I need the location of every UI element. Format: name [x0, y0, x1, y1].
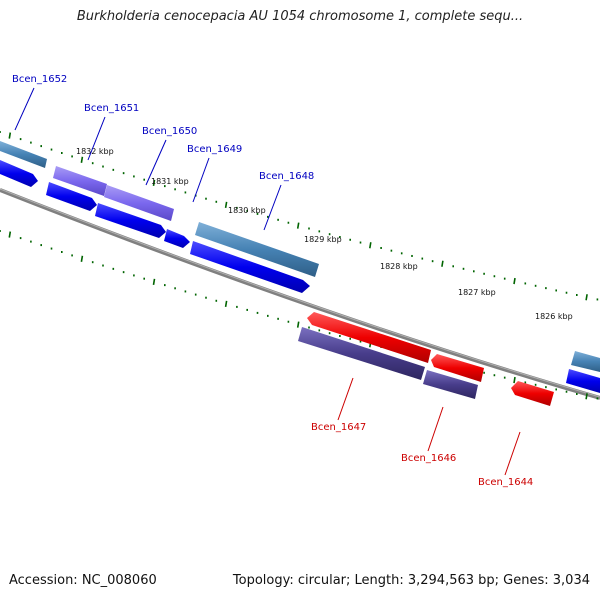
- cds-arrow-bcen-1649[interactable]: [164, 229, 190, 248]
- gene-label-bcen-1651[interactable]: Bcen_1651: [84, 103, 139, 114]
- tick-upper-mark: [8, 132, 12, 139]
- tick-upper-mark: [369, 242, 372, 249]
- tick-lower-mark: [80, 255, 84, 262]
- leader-line-bcen-1650: [145, 139, 167, 186]
- cds-arrow-bcen-1648[interactable]: [190, 241, 310, 293]
- leader-line-bcen-1652: [14, 87, 35, 131]
- leader-line-bcen-1651: [87, 116, 106, 161]
- gene-bar-bcen-1647[interactable]: [298, 327, 425, 380]
- leader-line-bcen-1649: [192, 157, 210, 203]
- gene-bar-bcen-1650[interactable]: [104, 185, 174, 221]
- gene-label-bcen-1648[interactable]: Bcen_1648: [259, 171, 314, 182]
- tick-row-upper: [0, 131, 599, 301]
- cds-arrow-bcen-1646[interactable]: [431, 354, 484, 382]
- cds-arrow-right-edge[interactable]: [566, 369, 600, 393]
- tick-upper-mark: [296, 222, 300, 229]
- backbone-group: [0, 188, 600, 400]
- tick-lower-mark: [296, 321, 300, 328]
- tick-label-1827: 1827 kbp: [458, 288, 496, 297]
- leader-line-bcen-1644: [504, 431, 521, 476]
- gene-label-bcen-1649[interactable]: Bcen_1649: [187, 144, 242, 155]
- backbone-line: [0, 188, 600, 400]
- cds-arrow-bcen-1647[interactable]: [307, 312, 431, 363]
- gene-label-bcen-1644[interactable]: Bcen_1644: [478, 477, 533, 488]
- cds-arrow-bcen-1650[interactable]: [95, 203, 166, 238]
- gene-bar-right-edge[interactable]: [571, 351, 600, 372]
- leader-line-bcen-1646: [427, 406, 444, 452]
- reverse-features: [298, 312, 554, 406]
- topology-info-text: Topology: circular; Length: 3,294,563 bp…: [232, 573, 590, 588]
- cds-arrow-bcen-1651[interactable]: [46, 182, 97, 211]
- tick-row-lower: [0, 230, 599, 400]
- tick-label-1829: 1829 kbp: [304, 235, 342, 244]
- tick-label-1831: 1831 kbp: [151, 177, 189, 186]
- gene-label-bcen-1647[interactable]: Bcen_1647: [311, 422, 366, 433]
- tick-lower-mark: [513, 376, 516, 384]
- backbone-highlight: [0, 188, 600, 398]
- tick-lower-mark: [8, 231, 12, 238]
- forward-features: [0, 141, 600, 393]
- gene-label-bcen-1652[interactable]: Bcen_1652: [12, 74, 67, 85]
- accession-text: Accession: NC_008060: [9, 573, 157, 588]
- tick-upper-mark: [513, 277, 516, 285]
- map-title: Burkholderia cenocepacia AU 1054 chromos…: [76, 9, 524, 24]
- tick-upper-mark: [224, 201, 228, 208]
- tick-lower-mark: [224, 300, 228, 307]
- tick-upper-mark: [585, 294, 588, 301]
- gene-labels: Bcen_1652 Bcen_1651 Bcen_1650 Bcen_1649 …: [12, 74, 533, 488]
- tick-upper-mark: [441, 260, 444, 267]
- cds-arrow-bcen-1644[interactable]: [511, 381, 554, 406]
- tick-upper-mark: [80, 156, 84, 163]
- tick-lower-mark: [585, 393, 588, 400]
- tick-upper-mark: [152, 179, 156, 187]
- tick-label-1826: 1826 kbp: [535, 312, 573, 321]
- leader-line-bcen-1648: [263, 184, 282, 231]
- gene-bar-bcen-1648[interactable]: [195, 222, 319, 277]
- cds-arrow-bcen-1652[interactable]: [0, 160, 38, 187]
- tick-label-1828: 1828 kbp: [380, 262, 418, 271]
- gene-bar-bcen-1646[interactable]: [423, 370, 478, 399]
- tick-lower-mark: [152, 278, 156, 286]
- tick-label-1830: 1830 kbp: [228, 206, 266, 215]
- tick-label-1832: 1832 kbp: [76, 147, 114, 156]
- gene-label-bcen-1650[interactable]: Bcen_1650: [142, 126, 197, 137]
- gene-label-bcen-1646[interactable]: Bcen_1646: [401, 453, 456, 464]
- gene-bar-bcen-1651[interactable]: [53, 166, 107, 196]
- leader-line-bcen-1647: [337, 377, 354, 421]
- gene-bar-bcen-1652[interactable]: [0, 141, 47, 168]
